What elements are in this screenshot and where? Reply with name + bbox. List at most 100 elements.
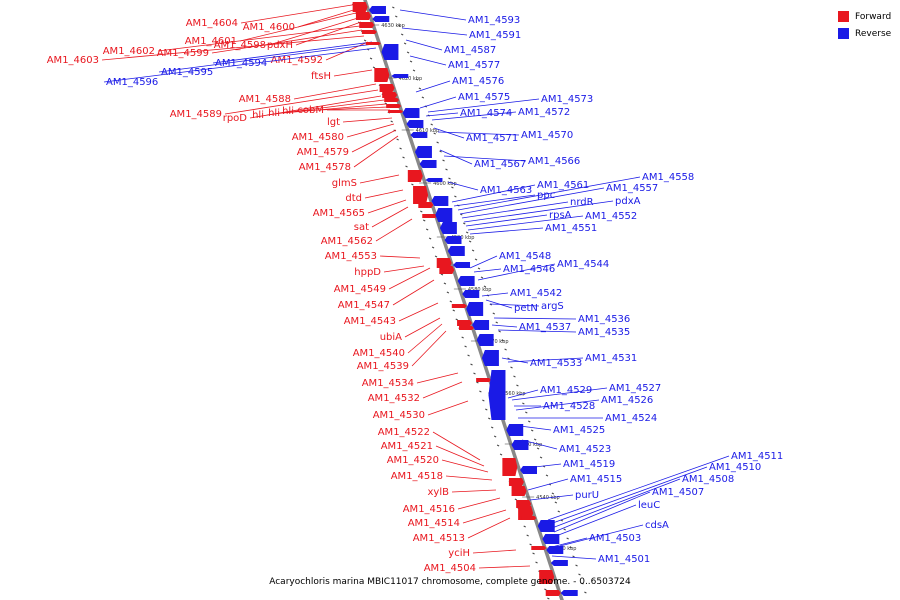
reverse-gene (453, 262, 471, 268)
forward-gene (451, 304, 467, 308)
track-dot (563, 528, 566, 531)
track-dot (445, 168, 448, 171)
reverse-connector (553, 491, 651, 533)
reverse-gene-label: AM1_4503 (589, 533, 641, 544)
track-dot (452, 309, 456, 312)
reverse-connector (497, 329, 577, 333)
reverse-connector (493, 317, 577, 320)
forward-gene-label: AM1_4601 (185, 36, 237, 47)
forward-connector (411, 330, 447, 367)
track-dot (544, 588, 547, 591)
tick-label: 4570 kbp (485, 339, 509, 345)
legend-forward: Forward (838, 8, 891, 25)
track-dot (425, 228, 429, 231)
track-dot (476, 381, 479, 384)
forward-gene-label: AM1_4534 (362, 378, 414, 389)
reverse-gene (372, 16, 390, 22)
tick-label: 4580 kbp (468, 287, 492, 293)
track-dot (369, 57, 373, 60)
reverse-connector (103, 47, 377, 83)
reverse-connector (405, 39, 443, 51)
reverse-gene-label: AM1_4567 (474, 159, 526, 170)
forward-connector (240, 3, 359, 24)
forward-gene-label: cobM (297, 105, 324, 116)
forward-connector (462, 509, 507, 524)
reverse-gene-label: AM1_4515 (570, 474, 622, 485)
forward-connector (371, 206, 409, 228)
forward-connector (224, 89, 379, 115)
reverse-gene-label: AM1_4561 (537, 180, 589, 191)
reverse-gene (462, 290, 480, 298)
reverse-gene (476, 334, 494, 346)
track-dot (406, 51, 410, 54)
reverse-gene-label: AM1_4595 (161, 67, 213, 78)
reverse-connector (527, 478, 569, 491)
reverse-gene-label: AM1_4576 (452, 76, 504, 87)
reverse-gene-label: AM1_4533 (530, 358, 582, 369)
reverse-gene (520, 466, 538, 474)
forward-gene (359, 22, 375, 28)
forward-connector (427, 400, 469, 416)
track-dot (471, 249, 475, 252)
track-dot (436, 141, 439, 144)
track-dot (501, 339, 504, 342)
reverse-connector (547, 455, 730, 521)
track-dot (454, 195, 457, 198)
track-dot (423, 219, 426, 222)
track-dot (372, 66, 376, 69)
track-dot (536, 447, 540, 450)
reverse-gene-label: AM1_4591 (469, 30, 521, 41)
forward-gene-label: AM1_4553 (325, 251, 377, 262)
track-dot (584, 591, 587, 594)
track-dot (578, 573, 581, 576)
reverse-gene-label: AM1_4557 (606, 183, 658, 194)
track-dot (395, 15, 398, 18)
track-dot (483, 285, 487, 288)
legend-reverse-swatch (838, 28, 849, 39)
forward-gene-label: sat (354, 222, 369, 233)
reverse-connector (469, 255, 498, 269)
reverse-connector (433, 127, 465, 139)
reverse-gene (435, 208, 453, 222)
track-dot (575, 564, 578, 567)
track-dot (513, 375, 516, 378)
track-dot (496, 444, 500, 447)
reverse-gene-label: AM1_4529 (540, 385, 592, 396)
forward-gene-label: AM1_4599 (157, 48, 209, 59)
forward-connector (388, 267, 431, 290)
reverse-gene (457, 276, 475, 286)
reverse-gene-label: AM1_4511 (731, 451, 783, 462)
tick-label: 4560 kbp (502, 391, 526, 397)
track-dot (495, 321, 498, 324)
reverse-gene-label: AM1_4594 (215, 58, 267, 69)
forward-connector (435, 445, 485, 467)
forward-gene-label: AM1_4578 (299, 162, 351, 173)
reverse-gene-label: AM1_4501 (598, 554, 650, 565)
forward-connector (379, 255, 421, 259)
reverse-gene-label: AM1_4575 (458, 92, 510, 103)
forward-gene-label: ubiA (380, 332, 402, 343)
reverse-gene-label: AM1_4526 (601, 395, 653, 406)
forward-gene-label: AM1_4588 (239, 94, 291, 105)
reverse-gene (511, 440, 529, 450)
forward-gene (374, 68, 390, 82)
track-dot (390, 120, 393, 123)
reverse-gene-label: AM1_4507 (652, 487, 704, 498)
forward-connector (478, 565, 531, 569)
legend-forward-label: Forward (855, 11, 892, 22)
forward-gene (508, 478, 524, 486)
forward-gene-label: AM1_4579 (297, 147, 349, 158)
reverse-connector (473, 268, 502, 273)
reverse-gene (481, 350, 499, 366)
forward-gene (407, 170, 423, 182)
reverse-gene (444, 236, 462, 244)
map-caption: Acaryochloris marina MBIC11017 chromosom… (269, 577, 631, 587)
track-dot (551, 492, 555, 495)
forward-gene (365, 42, 381, 45)
reverse-gene-label: AM1_4566 (528, 156, 580, 167)
forward-gene-label: yciH (448, 548, 470, 559)
forward-gene-label: AM1_4532 (368, 393, 420, 404)
reverse-gene (546, 546, 564, 554)
reverse-gene (391, 74, 409, 78)
forward-gene (413, 186, 429, 204)
